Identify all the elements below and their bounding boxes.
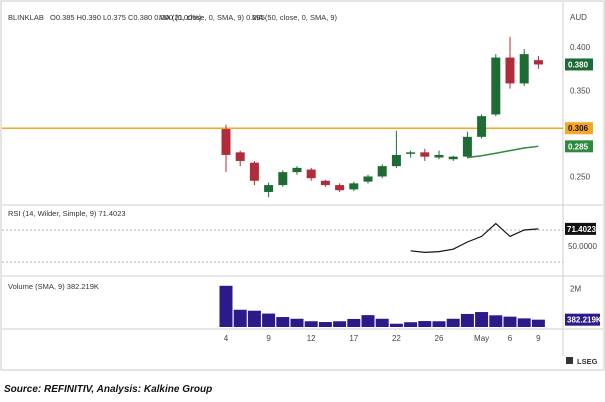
- x-tick-label: 9: [266, 334, 271, 343]
- ma50-label: MA (50, close, 0, SMA, 9): [252, 13, 338, 22]
- volume-value-badge: [565, 313, 600, 326]
- volume-bar: [389, 323, 403, 327]
- volume-layer: 2M 382.219K: [219, 285, 602, 327]
- x-tick-label: 26: [435, 334, 444, 343]
- candle-body: [349, 183, 359, 190]
- volume-bar: [304, 321, 318, 327]
- candle-body: [477, 116, 487, 137]
- x-tick-label: 17: [349, 334, 358, 343]
- rsi-layer: 71.4023 50.0000: [2, 222, 597, 263]
- candle-body: [377, 166, 387, 177]
- volume-bar: [418, 321, 432, 327]
- rsi-line: [410, 222, 539, 254]
- price-badge-ma: [565, 140, 593, 153]
- volume-bar: [489, 315, 503, 327]
- chart-frame: BLINKLAB O0.385 H0.390 L0.375 C0.380 0.0…: [0, 0, 605, 371]
- symbol-label: BLINKLAB: [8, 13, 44, 22]
- candle-body: [434, 154, 444, 158]
- rsi-label: RSI (14, Wilder, Simple, 9) 71.4023: [8, 209, 126, 218]
- volume-tick-label: 2M: [570, 285, 581, 294]
- price-badge-level: [565, 122, 593, 135]
- candle-body: [519, 54, 529, 84]
- candle-body: [363, 176, 373, 182]
- brand-label: LSEG: [577, 357, 598, 366]
- volume-bar: [531, 319, 545, 327]
- rsi-tick-label: 50.0000: [568, 242, 597, 251]
- candle-body: [292, 167, 302, 173]
- rsi-value-text: 71.4023: [567, 225, 596, 234]
- volume-bar: [219, 285, 233, 327]
- candle-body: [491, 57, 501, 115]
- rsi-value-badge: [565, 222, 596, 235]
- candle-body: [320, 180, 330, 186]
- volume-bar: [233, 309, 247, 327]
- candle-body: [505, 57, 515, 84]
- x-tick-label: 4: [224, 334, 229, 343]
- lseg-icon: [566, 357, 573, 364]
- volume-bar: [375, 318, 389, 327]
- volume-bar: [503, 316, 517, 327]
- price-badge-text-level: 0.306: [568, 124, 589, 133]
- candle-body: [235, 152, 245, 161]
- volume-bar: [446, 318, 460, 327]
- volume-bar: [276, 317, 290, 327]
- x-tick-label: May: [474, 334, 489, 343]
- candle-body: [391, 154, 401, 167]
- x-tick-label: 9: [536, 334, 541, 343]
- price-tick-label: 0.400: [570, 43, 591, 52]
- volume-bar: [460, 313, 474, 327]
- price-badge-text-last: 0.380: [568, 60, 589, 69]
- volume-value-text: 382.219K: [567, 316, 602, 325]
- volume-bar: [517, 318, 531, 327]
- volume-bar: [247, 310, 261, 327]
- volume-bar: [262, 313, 276, 327]
- volume-bar: [318, 322, 332, 327]
- source-caption: Source: REFINITIV, Analysis: Kalkine Gro…: [4, 384, 213, 395]
- ma21-line: [467, 145, 539, 159]
- candle-body: [462, 136, 472, 157]
- candle-body: [221, 129, 231, 155]
- candle-body: [306, 169, 316, 179]
- volume-bar: [290, 318, 304, 327]
- axis-layer: 0.400 0.350 0.250 0.380 0.306 0.285 4 9 12 17 22 26…: [224, 43, 593, 343]
- x-tick-label: 12: [307, 334, 316, 343]
- candle-body: [335, 185, 345, 191]
- price-tick-label: 0.250: [570, 172, 591, 181]
- price-layer: [221, 36, 543, 198]
- price-badge-last: [565, 58, 593, 71]
- x-tick-label: 6: [508, 334, 513, 343]
- candle-body: [533, 60, 543, 65]
- x-tick-label: 22: [392, 334, 401, 343]
- candle-body: [278, 172, 288, 186]
- chart-border: [0, 0, 605, 371]
- ohlc-label: O0.385 H0.390 L0.375 C0.380 0.000 (0.00%…: [50, 13, 202, 22]
- candle-body: [420, 152, 430, 157]
- volume-bar: [432, 321, 446, 327]
- volume-label: Volume (SMA, 9) 382.219K: [8, 282, 99, 291]
- volume-bar: [475, 312, 489, 327]
- lseg-logo: LSEG: [566, 357, 598, 366]
- volume-bar: [347, 318, 361, 327]
- volume-bar: [361, 315, 375, 327]
- price-badge-text-ma: 0.285: [568, 142, 589, 151]
- candle-body: [406, 152, 416, 154]
- candle-body: [448, 156, 458, 160]
- volume-bar: [333, 321, 347, 327]
- volume-bar: [404, 322, 418, 327]
- candle-body: [264, 185, 274, 192]
- currency-label: AUD: [570, 13, 587, 22]
- candle-body: [249, 162, 259, 181]
- price-tick-label: 0.350: [570, 86, 591, 95]
- stock-chart: BLINKLAB O0.385 H0.390 L0.375 C0.380 0.0…: [0, 0, 605, 371]
- ma21-label: MA (21, close, 0, SMA, 9) 0.285: [159, 13, 265, 22]
